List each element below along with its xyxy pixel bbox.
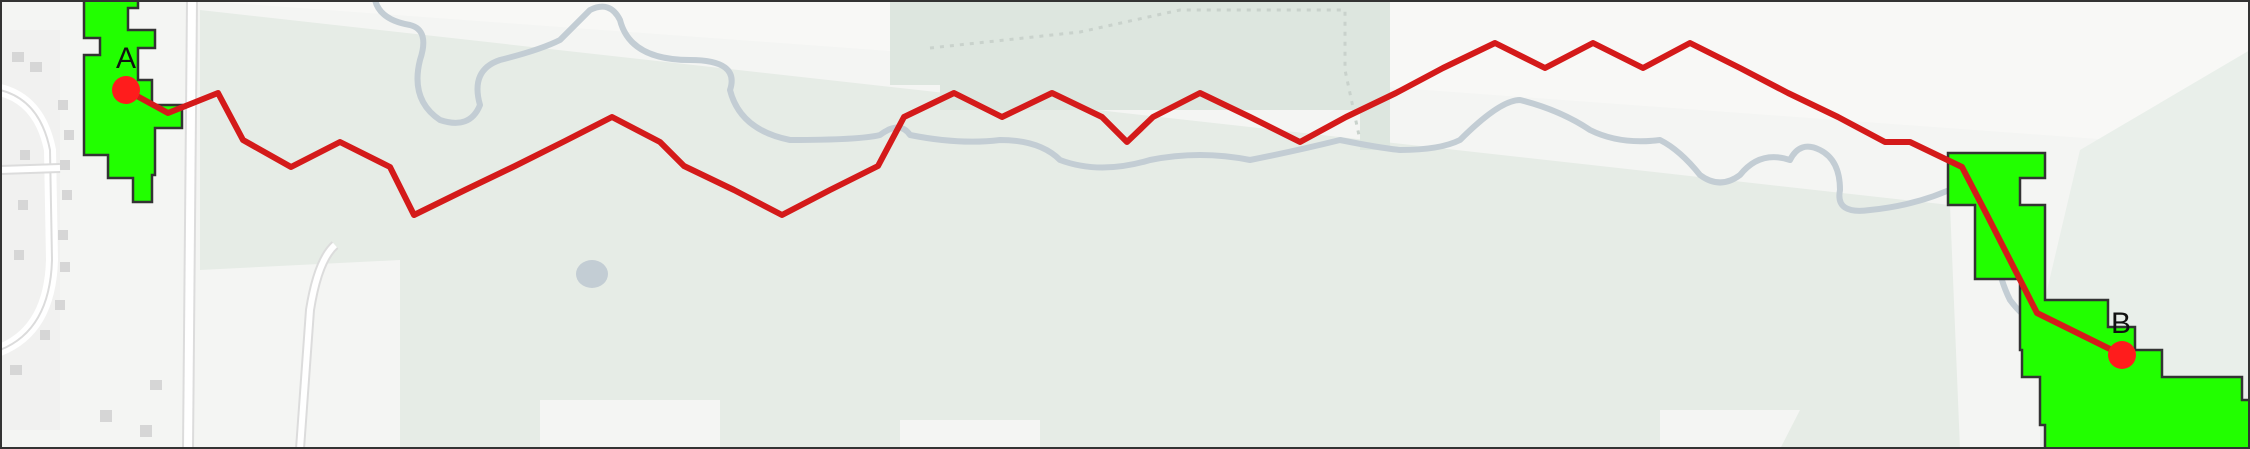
pond (576, 260, 608, 288)
road-west-east (0, 163, 61, 175)
start-point-label: A (116, 42, 136, 75)
road-north-south (182, 0, 198, 449)
start-point[interactable]: A (112, 42, 140, 104)
trail-dotted (929, 8, 1362, 141)
region-b (1946, 151, 2250, 449)
end-point[interactable]: B (2108, 307, 2136, 369)
start-point-marker-icon[interactable] (112, 76, 140, 104)
end-point-label: B (2111, 307, 2131, 340)
forest-area-north (890, 0, 1390, 150)
route-path[interactable] (123, 40, 2125, 358)
forest-area (200, 10, 1960, 449)
residential-area (0, 30, 162, 437)
river (372, 0, 2042, 328)
road-driveway (295, 241, 339, 449)
end-point-marker-icon[interactable] (2108, 341, 2136, 369)
